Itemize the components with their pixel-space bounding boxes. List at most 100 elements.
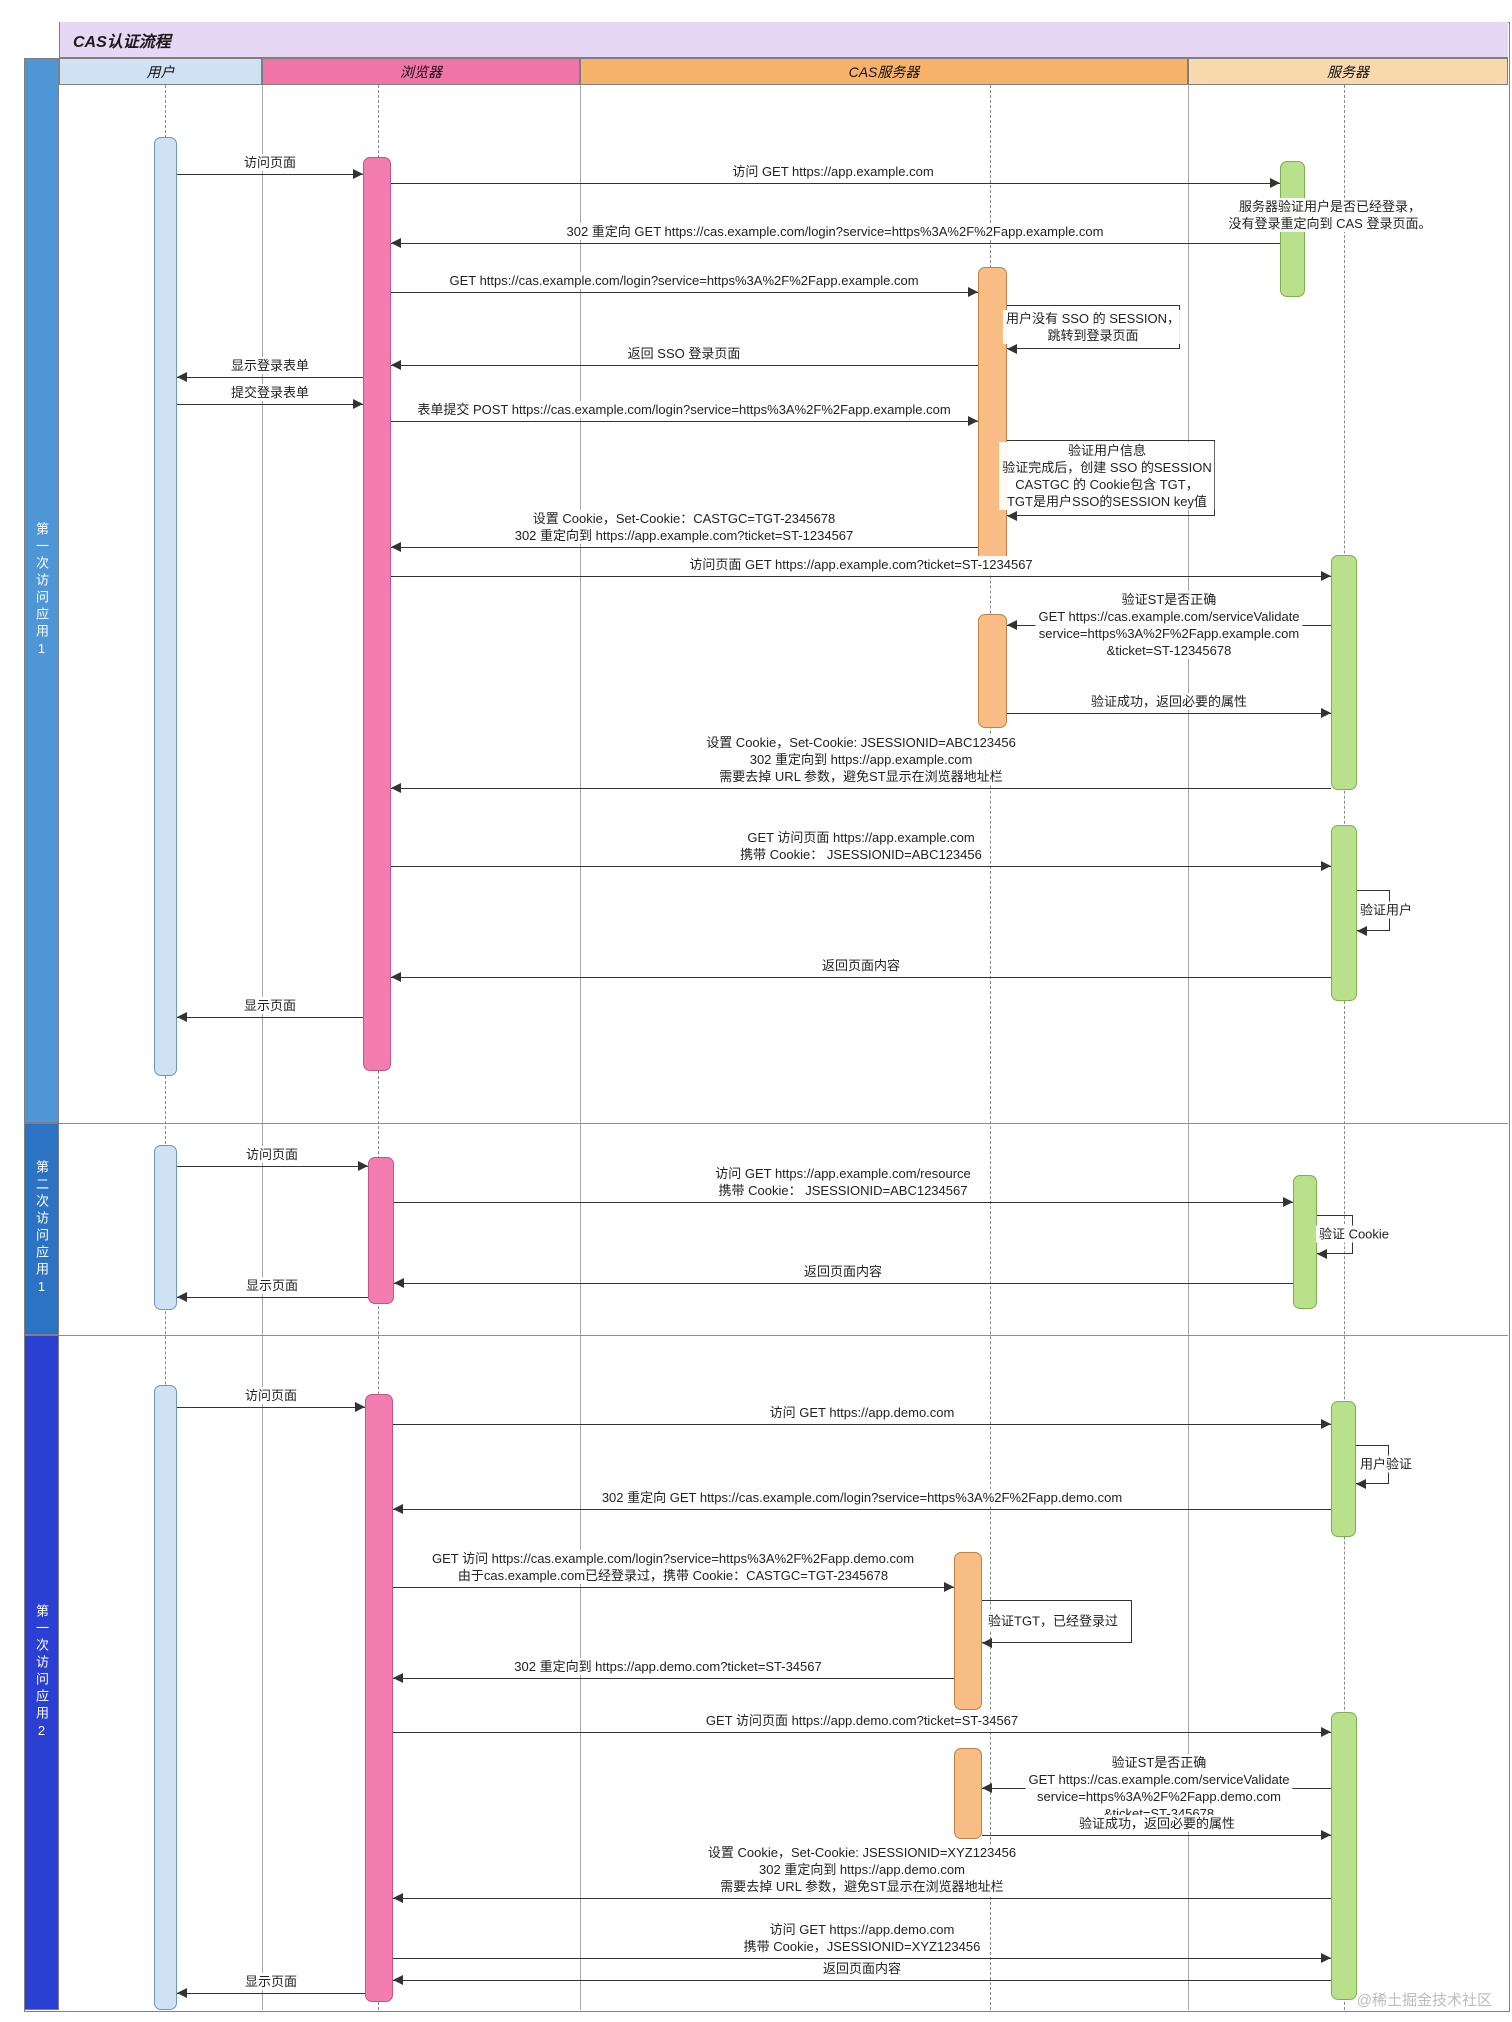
arrowhead: [1321, 1419, 1331, 1429]
participant-header-cas: CAS服务器: [580, 58, 1188, 85]
message-label: 显示登录表单: [227, 357, 313, 374]
message-line: [394, 1202, 1293, 1203]
phase-label: 第一次访问应用1: [24, 58, 59, 1123]
message-line: [391, 866, 1331, 867]
message-line: [391, 576, 1331, 577]
message-line: [393, 1980, 1331, 1981]
message-label: 显示页面: [241, 1973, 301, 1990]
activation-bar-server: [1331, 1401, 1356, 1537]
message-label: 显示页面: [242, 1277, 302, 1294]
message-line: [391, 788, 1331, 789]
activation-bar-cas: [978, 614, 1007, 728]
message-line: [393, 1898, 1331, 1899]
participant-header-user: 用户: [59, 58, 262, 85]
diagram-title-text: CAS认证流程: [73, 33, 171, 51]
message-label: 设置 Cookie，Set-Cookie: JSESSIONID=XYZ1234…: [704, 1844, 1020, 1895]
activation-bar-cas: [954, 1552, 982, 1710]
arrowhead: [1356, 1479, 1366, 1489]
message-label: 访问页面: [242, 1146, 302, 1163]
message-line: [177, 1993, 365, 1994]
activation-bar-cas: [978, 267, 1007, 563]
message-label: 访问页面: [240, 154, 300, 171]
message-line: [1007, 713, 1331, 714]
message-label: 访问页面 GET https://app.example.com?ticket=…: [686, 556, 1036, 573]
arrowhead: [177, 1012, 187, 1022]
arrowhead: [982, 1783, 992, 1793]
participant-label: 用户: [146, 63, 175, 80]
participant-header-server: 服务器: [1188, 58, 1508, 85]
arrowhead: [982, 1638, 992, 1648]
arrowhead: [968, 287, 978, 297]
message-line: [391, 292, 978, 293]
self-loop: [982, 1600, 1132, 1643]
activation-bar-user: [154, 1385, 177, 2010]
message-line: [177, 1407, 365, 1408]
arrowhead: [1317, 1249, 1327, 1259]
message-label: 返回 SSO 登录页面: [624, 345, 744, 362]
message-line: [177, 1166, 368, 1167]
message-line: [177, 174, 363, 175]
arrowhead: [177, 1292, 187, 1302]
arrowhead: [1321, 708, 1331, 718]
message-label: 设置 Cookie，Set-Cookie：CASTGC=TGT-2345678 3…: [511, 510, 857, 544]
message-label: 302 重定向 GET https://cas.example.com/logi…: [598, 1489, 1126, 1506]
message-line: [393, 1509, 1331, 1510]
message-line: [393, 1732, 1331, 1733]
message-line: [394, 1283, 1293, 1284]
arrowhead: [1321, 571, 1331, 581]
arrowhead: [1321, 1830, 1331, 1840]
arrowhead: [393, 1975, 403, 1985]
swimlane-border: [1188, 58, 1189, 2010]
message-line: [391, 977, 1331, 978]
message-label: GET 访问页面 https://app.example.com 携带 Cooki…: [737, 829, 985, 863]
self-loop-label: 验证TGT，已经登录过: [985, 1612, 1121, 1630]
arrowhead: [177, 1988, 187, 1998]
arrowhead: [393, 1504, 403, 1514]
message-label: 提交登录表单: [227, 384, 313, 401]
participant-label: CAS服务器: [848, 63, 920, 80]
section-divider: [59, 1123, 1508, 1124]
arrowhead: [358, 1161, 368, 1171]
activation-bar-browser: [365, 1394, 393, 2002]
arrowhead: [391, 238, 401, 248]
message-label: 访问 GET https://app.example.com: [729, 163, 937, 180]
arrowhead: [1321, 1953, 1331, 1963]
swimlane-border: [262, 58, 263, 2010]
message-line: [393, 1958, 1331, 1959]
message-label: 验证成功，返回必要的属性: [1075, 1815, 1239, 1832]
phase-label: 第二次访问应用1: [24, 1123, 59, 1335]
arrowhead: [394, 1278, 404, 1288]
activation-bar-user: [154, 137, 177, 1076]
self-loop-label: 验证用户: [1356, 901, 1416, 919]
message-label: 设置 Cookie，Set-Cookie: JSESSIONID=ABC1234…: [703, 734, 1019, 785]
phase-label: 第一次访问应用2: [24, 1335, 59, 2010]
self-loop-label: 用户没有 SSO 的 SESSION， 跳转到登录页面: [1002, 310, 1184, 344]
message-line: [391, 547, 978, 548]
participant-label: 服务器: [1327, 63, 1369, 80]
swimlane-border: [580, 58, 581, 2010]
arrowhead: [1283, 1197, 1293, 1207]
arrowhead: [393, 1893, 403, 1903]
arrowhead: [1007, 620, 1017, 630]
self-loop-label: 验证用户信息 验证完成后，创建 SSO 的SESSION CASTGC 的 Cook…: [999, 442, 1215, 510]
message-line: [177, 404, 363, 405]
activation-bar-cas: [954, 1748, 982, 1839]
message-label: 返回页面内容: [818, 957, 904, 974]
phase-label-text: 第一次访问应用2: [34, 1603, 49, 1742]
message-line: [393, 1424, 1331, 1425]
watermark-text: @稀土掘金技术社区: [1356, 1992, 1492, 2009]
phase-label-text: 第一次访问应用1: [34, 521, 49, 660]
activation-bar-server: [1331, 1712, 1357, 2000]
message-label: 验证成功，返回必要的属性: [1087, 693, 1251, 710]
message-label: 访问 GET https://app.demo.com 携带 Cookie，JSE…: [740, 1921, 984, 1955]
arrowhead: [177, 372, 187, 382]
activation-bar-browser: [368, 1157, 394, 1304]
arrowhead: [1270, 178, 1280, 188]
message-line: [982, 1835, 1331, 1836]
message-label: GET 访问页面 https://app.demo.com?ticket=ST-…: [702, 1712, 1022, 1729]
activation-bar-browser: [363, 157, 391, 1071]
diagram-title-bar: CAS认证流程: [59, 22, 1508, 58]
message-label: 返回页面内容: [819, 1960, 905, 1977]
message-line: [391, 243, 1280, 244]
